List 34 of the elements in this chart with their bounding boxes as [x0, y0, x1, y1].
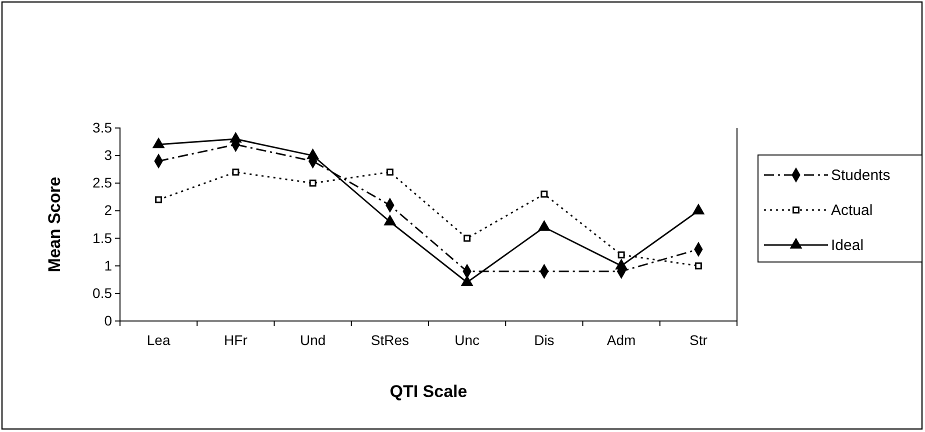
point — [155, 196, 162, 204]
x-tick-label: HFr — [224, 332, 248, 348]
x-tick-label: StRes — [370, 332, 409, 348]
x-axis-title: QTI Scale — [390, 382, 468, 401]
y-tick-label: 2.5 — [92, 174, 112, 191]
point — [232, 168, 240, 176]
point — [461, 276, 473, 286]
y-tick-label: 0 — [104, 312, 112, 328]
y-tick-label: 2 — [104, 202, 112, 218]
point — [384, 215, 396, 226]
y-tick-label: 1 — [104, 257, 112, 274]
x-tick-label: Und — [300, 332, 326, 348]
y-tick-label: 0.5 — [92, 284, 112, 301]
point — [309, 180, 316, 187]
point — [386, 168, 394, 176]
x-tick-label: Unc — [454, 332, 480, 348]
point — [538, 220, 550, 231]
y-tick-label: 3 — [104, 147, 112, 164]
x-tick-label: Lea — [146, 332, 170, 348]
legend-label: Actual — [831, 202, 873, 219]
point — [464, 234, 471, 242]
y-tick-label: 3.5 — [92, 119, 112, 136]
x-tick-label: Dis — [534, 332, 554, 348]
y-tick-label: 1.5 — [92, 230, 112, 246]
point — [694, 262, 702, 270]
point — [615, 259, 628, 270]
legend-label: Students — [831, 167, 890, 184]
point — [618, 251, 625, 258]
x-tick-label: Adm — [606, 332, 636, 348]
point — [692, 204, 704, 214]
legend-label: Ideal — [831, 237, 864, 254]
point — [540, 190, 548, 198]
y-axis-title: Mean Score — [45, 176, 64, 272]
x-tick-label: Str — [689, 332, 708, 348]
